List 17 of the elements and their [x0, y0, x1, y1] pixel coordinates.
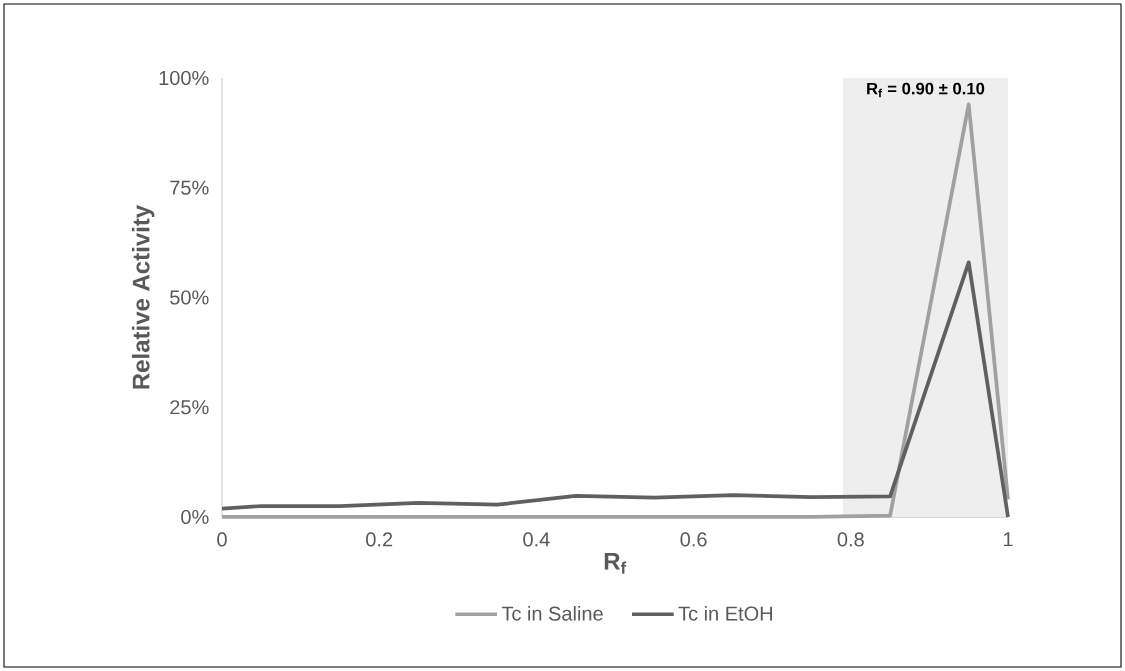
x-tick-label: 0 [217, 532, 227, 547]
x-axis-title: R$_{f}$ [604, 553, 627, 574]
x-tick-label: 0.2 [366, 532, 393, 547]
x-tick-label: 0.6 [680, 532, 707, 547]
y-tick-label: 75% [170, 180, 209, 195]
text: R$_{f}$ = 0.90 ± 0.10 [867, 82, 985, 98]
x-tick-label: 0.8 [837, 532, 864, 547]
y-tick-label: 0% [181, 509, 209, 525]
y-tick-label: 50% [170, 290, 209, 305]
legend-label: Tc in Saline [501, 606, 603, 621]
y-tick-label: 25% [170, 400, 209, 415]
y-tick-label: 100% [159, 70, 209, 86]
y-axis-title: Relative Activity [131, 204, 155, 389]
x-tick-label: 1 [1003, 532, 1013, 547]
line-series [220, 260, 1010, 519]
legend-label: Tc in EtOH [678, 606, 772, 621]
x-tick-label: 0.4 [523, 532, 550, 547]
